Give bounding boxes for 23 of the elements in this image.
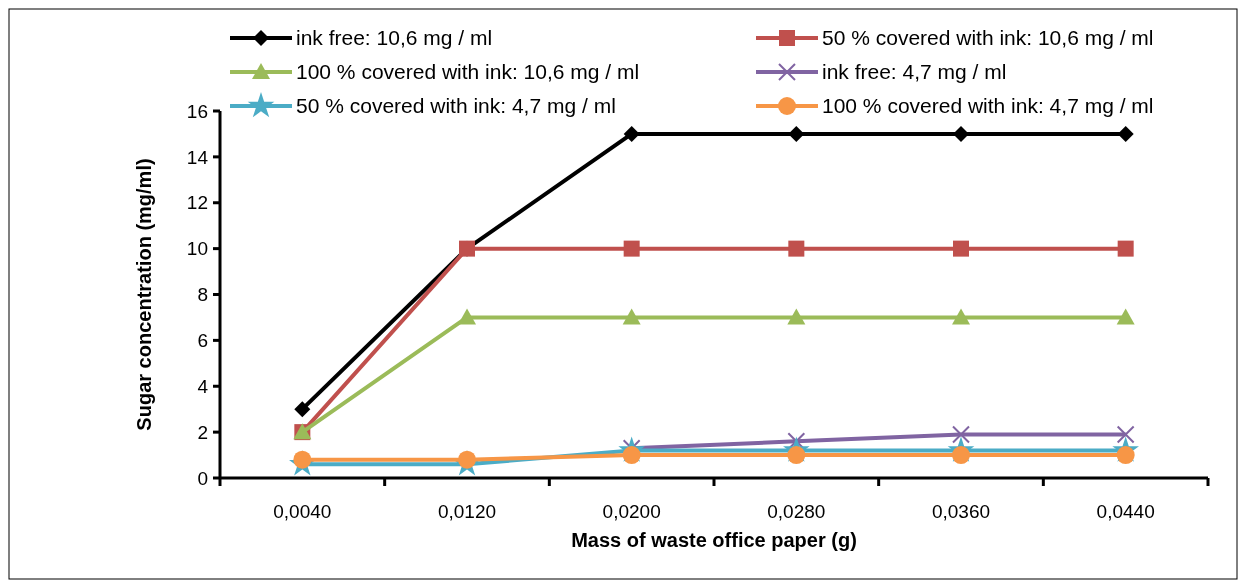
- legend-label: 50 % covered with ink: 4,7 mg / ml: [296, 94, 616, 118]
- x-tick-label: 0,0280: [767, 501, 826, 522]
- y-tick-label: 8: [197, 284, 208, 306]
- y-axis-title: Sugar concentration (mg/ml): [133, 158, 155, 431]
- x-tick-label: 0,0360: [931, 501, 991, 522]
- x-tick-label: 0,0200: [602, 501, 661, 522]
- y-tick-label: 0: [197, 467, 208, 489]
- x-axis-title: Mass of waste office paper (g): [571, 529, 857, 551]
- legend-label: 100 % covered with ink: 4,7 mg / ml: [822, 94, 1154, 118]
- x-tick-label: 0,0040: [273, 501, 332, 522]
- y-tick-label: 2: [197, 421, 208, 443]
- y-tick-label: 4: [197, 375, 209, 397]
- x-tick-label: 0,0440: [1096, 501, 1155, 522]
- legend-label: ink free: 10,6 mg / ml: [296, 26, 493, 50]
- legend-label: ink free: 4,7 mg / ml: [822, 60, 1007, 84]
- legend-label: 50 % covered with ink: 10,6 mg / ml: [822, 26, 1154, 50]
- y-tick-label: 16: [186, 100, 208, 122]
- legend-label: 100 % covered with ink: 10,6 mg / ml: [296, 60, 640, 84]
- y-tick-label: 14: [186, 146, 209, 168]
- y-tick-label: 6: [197, 330, 208, 352]
- x-tick-label: 0,0120: [437, 501, 497, 522]
- y-tick-label: 10: [186, 238, 208, 260]
- y-tick-label: 12: [186, 192, 208, 214]
